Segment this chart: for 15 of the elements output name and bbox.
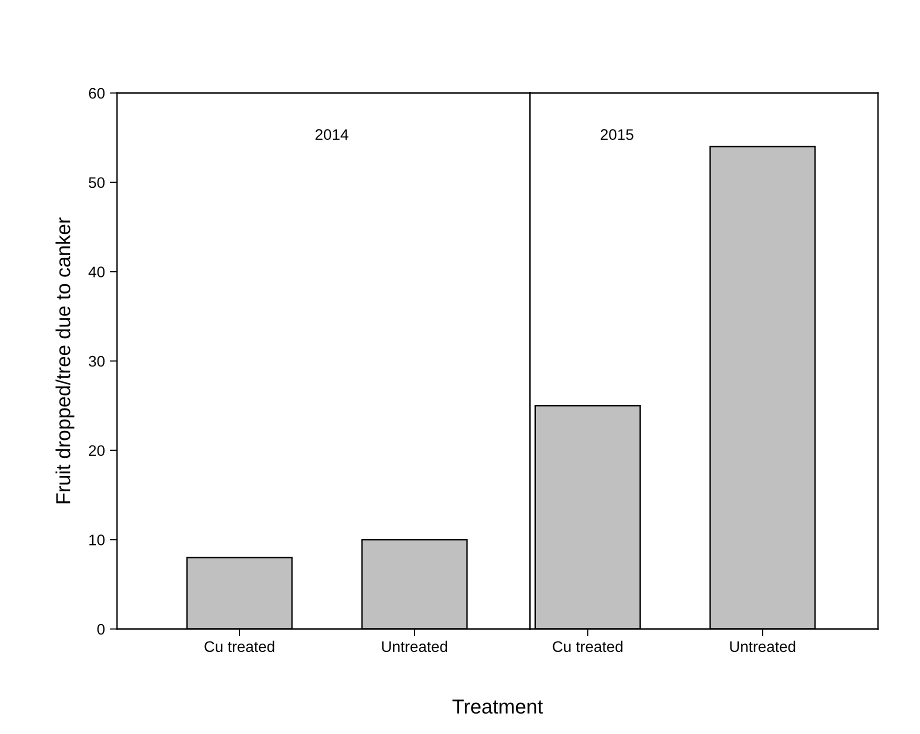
- y-axis-title: Fruit dropped/tree due to canker: [56, 217, 74, 504]
- annotation: 2014: [316, 129, 348, 140]
- x-tick-label: Cu treated: [552, 640, 622, 652]
- y-tick-label: 60: [88, 88, 105, 99]
- x-tick-label: Cu treated: [204, 640, 274, 652]
- y-tick-label: 30: [88, 356, 105, 367]
- y-tick-label: 40: [88, 266, 105, 278]
- y-tick-label: 10: [89, 534, 105, 546]
- annotation: 2015: [600, 129, 634, 140]
- x-axis-title: Treatment: [452, 700, 543, 714]
- y-tick-label: 50: [88, 177, 105, 188]
- y-tick-label: 20: [88, 445, 105, 456]
- y-tick-label: 0: [97, 624, 105, 635]
- x-tick-label: Untreated: [730, 640, 796, 652]
- x-tick-label: Untreated: [382, 640, 448, 652]
